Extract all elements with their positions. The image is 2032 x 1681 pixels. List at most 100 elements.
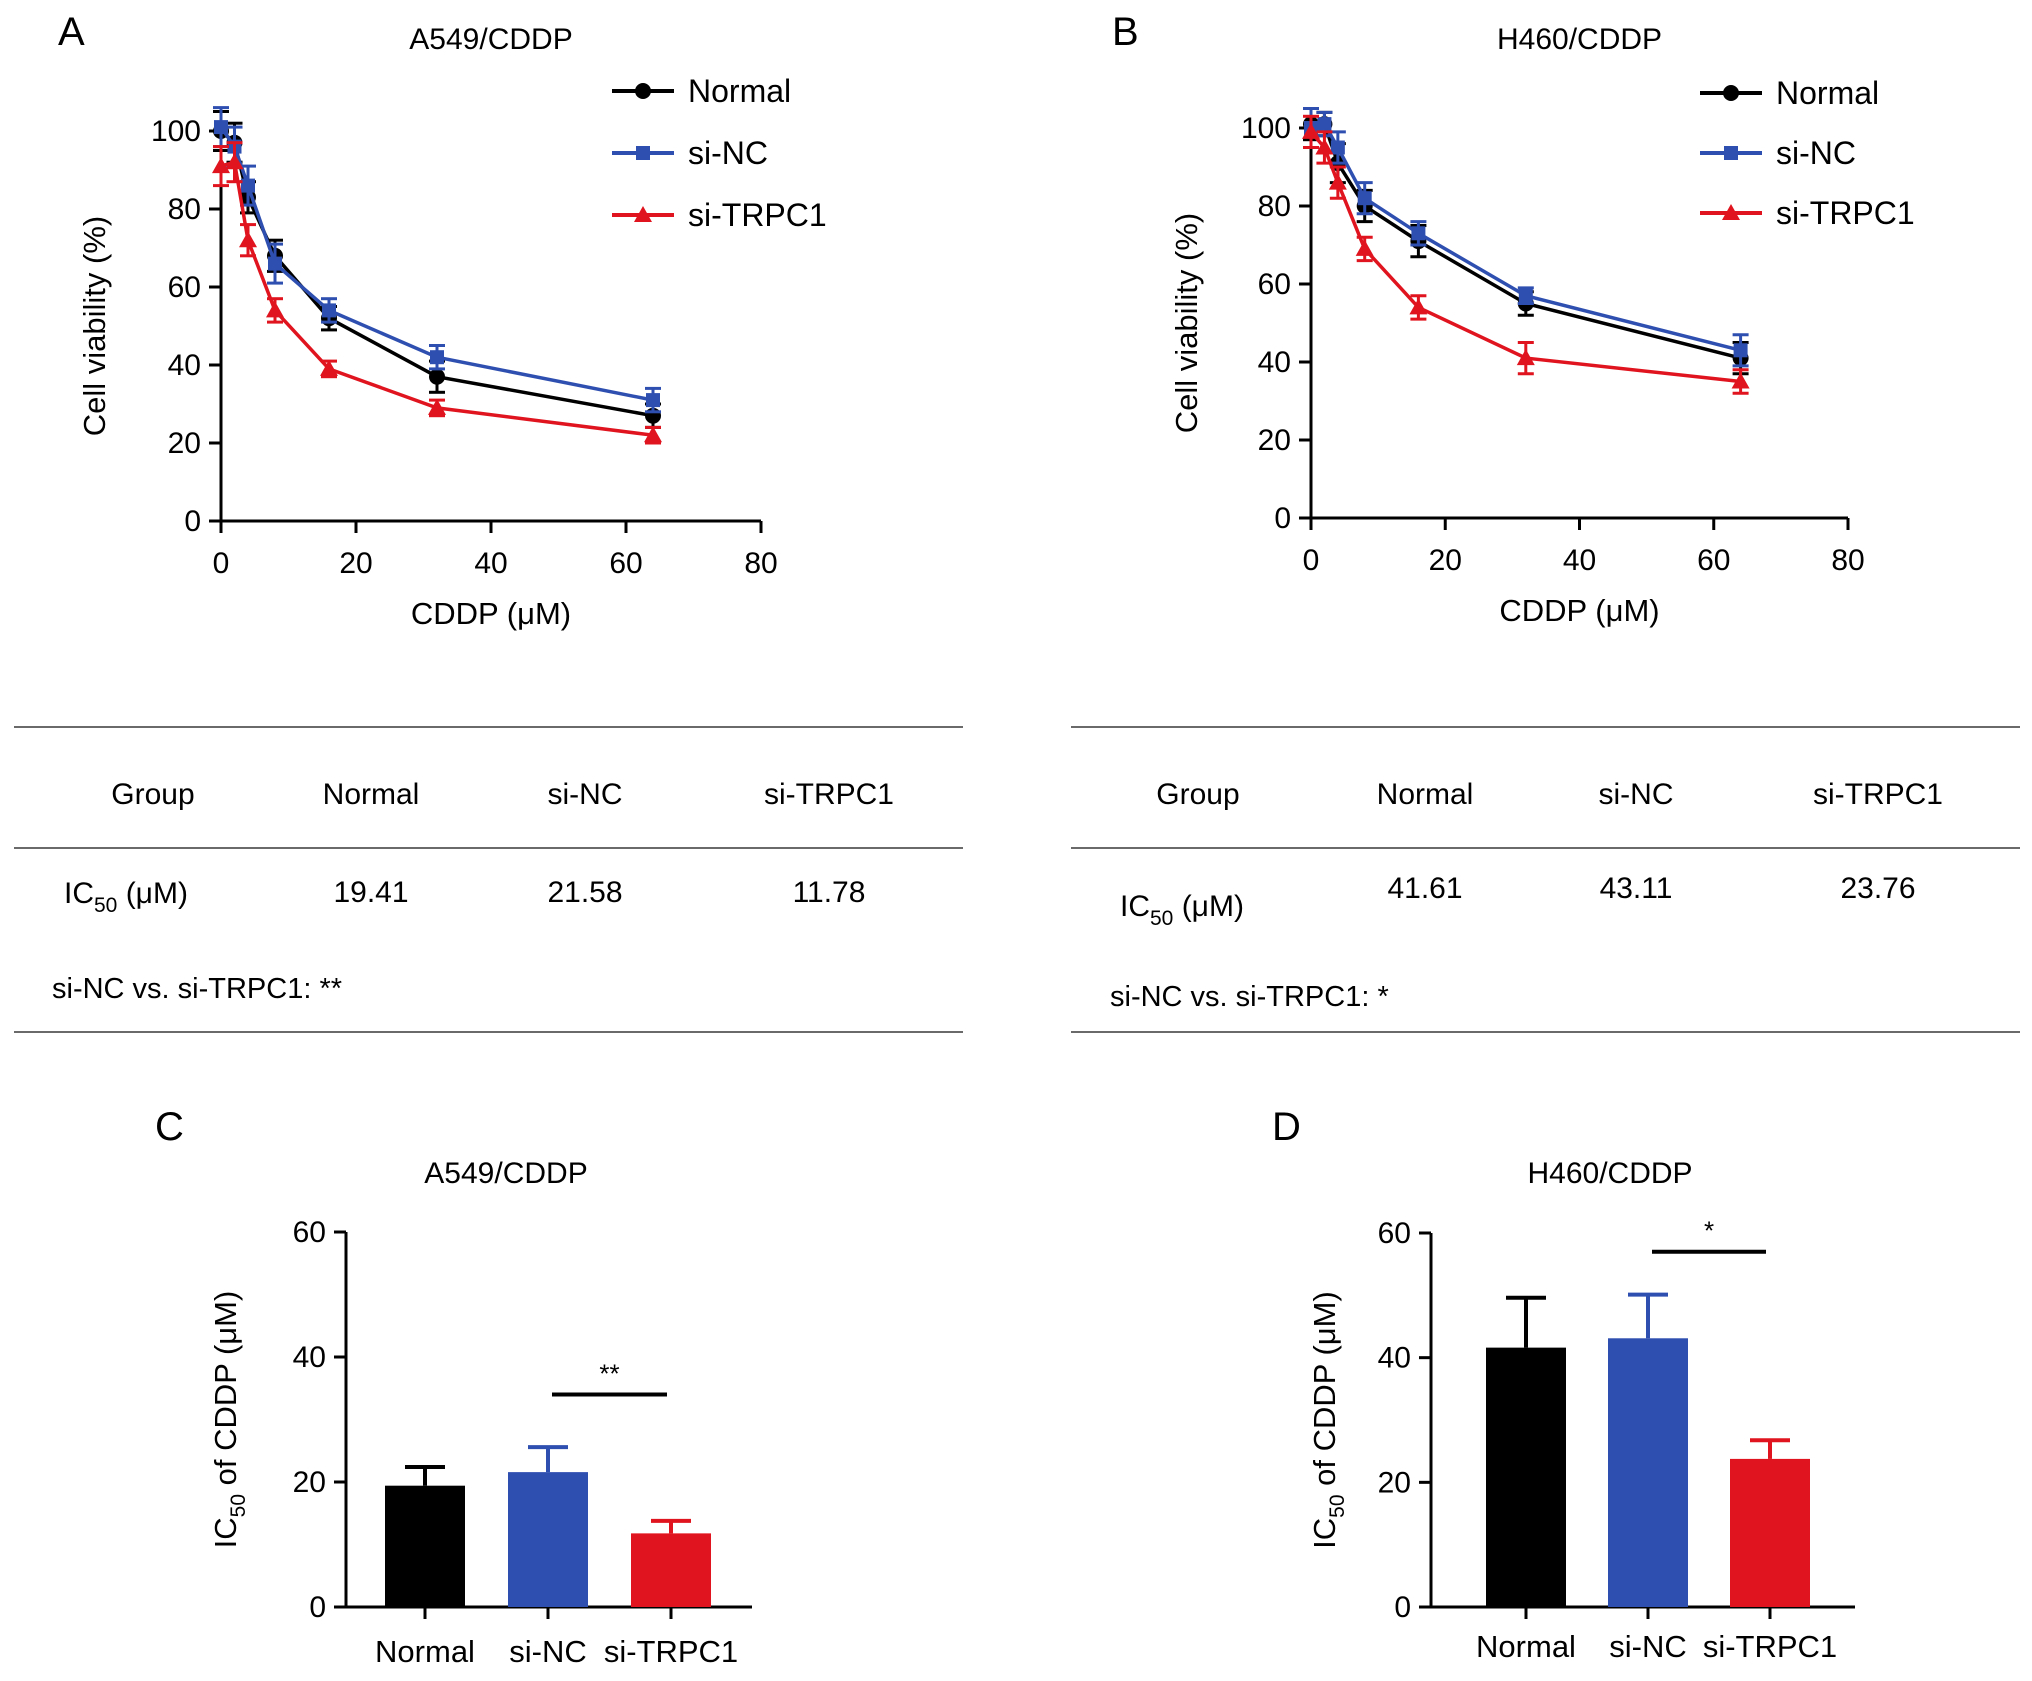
legend-label: Normal — [688, 73, 791, 109]
bar-Normal — [1486, 1347, 1566, 1607]
ic50-value-si-nc: 43.11 — [1600, 872, 1673, 905]
legend-marker — [634, 206, 652, 222]
x-tick-label: 60 — [609, 547, 642, 580]
y-tick-label: 80 — [1258, 190, 1291, 223]
significance-note: si-NC vs. si-TRPC1: ** — [52, 973, 342, 1005]
data-point-si-NC — [214, 120, 228, 135]
data-point-si-NC — [241, 178, 255, 193]
x-tick-label: 80 — [744, 547, 777, 580]
chart-title: A549/CDDP — [409, 23, 572, 56]
table-header-cell: Group — [111, 778, 194, 811]
x-tick-label: 40 — [1563, 544, 1596, 577]
ic50-row-label: IC50 (μM) — [1120, 890, 1244, 930]
chart-title: H460/CDDP — [1497, 23, 1662, 56]
data-point-Normal — [429, 368, 445, 385]
data-point-si-TRPC1 — [212, 157, 230, 174]
ic50-value-normal: 41.61 — [1387, 872, 1462, 905]
legend-label: si-TRPC1 — [1776, 195, 1915, 231]
table-header-cell: Normal — [1377, 778, 1474, 811]
data-point-si-TRPC1 — [266, 301, 284, 318]
panel-letter-b: B — [1112, 10, 1139, 54]
data-point-si-NC — [646, 393, 660, 408]
y-tick-label: 20 — [1378, 1466, 1411, 1499]
data-point-si-NC — [1330, 140, 1345, 155]
significance-label: ** — [599, 1359, 619, 1389]
legend-marker — [636, 146, 650, 160]
data-point-si-NC — [1733, 343, 1748, 358]
data-point-si-TRPC1 — [428, 398, 446, 415]
y-axis-label-main: IC — [1307, 1518, 1342, 1549]
data-point-si-TRPC1 — [644, 426, 662, 443]
x-axis-label: CDDP (μM) — [411, 596, 571, 631]
line-chart-h460: 0 20 40 60 80 100 0 20 40 60 80 H460/CDDP CDDP (μM) C… — [1169, 23, 1915, 628]
y-tick-label: 40 — [168, 349, 201, 382]
y-tick-label: 20 — [293, 1466, 326, 1499]
x-tick-label: 0 — [1303, 544, 1320, 577]
ic50-value-si-trpc1: 23.76 — [1840, 872, 1915, 905]
data-point-si-TRPC1 — [1328, 173, 1347, 190]
significance-label: * — [1704, 1216, 1714, 1246]
series-line-Normal — [1311, 122, 1742, 360]
legend-marker — [1722, 204, 1740, 220]
data-point-si-NC — [1518, 288, 1533, 303]
legend-marker — [635, 83, 651, 99]
ic50-value-si-nc: 21.58 — [547, 876, 622, 909]
data-point-si-TRPC1 — [1516, 349, 1535, 366]
y-axis-label-sub: 50 — [227, 1494, 250, 1517]
y-tick-label: 40 — [1258, 346, 1291, 379]
data-point-si-TRPC1 — [320, 359, 338, 376]
data-point-si-NC — [1357, 191, 1372, 206]
bar-Normal — [385, 1485, 465, 1607]
line-chart-a549: 0 20 40 60 80 100 0 20 40 60 80 A549/CDDP CDDP (μM) C… — [77, 23, 827, 631]
y-axis-label: Cell viability (%) — [1169, 213, 1204, 433]
y-tick-label: 40 — [293, 1341, 326, 1374]
y-tick-label: 0 — [1394, 1591, 1411, 1624]
y-axis-label-main: IC — [208, 1517, 243, 1548]
bar-si-TRPC1 — [1730, 1458, 1810, 1607]
data-point-si-NC — [430, 350, 444, 365]
ic50-value-normal: 19.41 — [333, 876, 408, 909]
x-tick-label: 20 — [1429, 544, 1462, 577]
data-point-si-TRPC1 — [225, 153, 244, 170]
y-axis-label-rest: of CDDP (μM) — [1307, 1291, 1342, 1494]
data-point-si-NC — [268, 256, 282, 271]
y-axis-label-rest: of CDDP (μM) — [208, 1291, 243, 1494]
y-tick-label: 0 — [1274, 502, 1291, 535]
y-tick-label: 20 — [168, 427, 201, 460]
data-point-si-NC — [1411, 226, 1426, 241]
x-tick-label: 20 — [339, 547, 372, 580]
data-point-si-TRPC1 — [1409, 298, 1428, 315]
x-tick-label: si-TRPC1 — [1703, 1629, 1837, 1664]
x-tick-label: 40 — [474, 547, 507, 580]
ic50-table-h460: Group Normal si-NC si-TRPC1 IC50 (μM) 41… — [1071, 726, 2020, 1033]
legend-marker — [1724, 146, 1738, 160]
bar-si-NC — [508, 1472, 588, 1607]
x-tick-label: 0 — [213, 547, 230, 580]
x-tick-label: 60 — [1697, 544, 1730, 577]
data-point-si-NC — [1317, 117, 1332, 132]
table-header-cell: si-TRPC1 — [1813, 778, 1943, 811]
y-tick-label: 60 — [293, 1216, 326, 1249]
ic50-table-a549: Group Normal si-NC si-TRPC1 IC50 (μM) 19… — [14, 726, 963, 1033]
y-tick-label: 80 — [168, 193, 201, 226]
y-tick-label: 100 — [151, 115, 201, 148]
table-header-cell: Normal — [323, 778, 420, 811]
data-point-si-NC — [322, 303, 336, 318]
x-tick-label: 80 — [1831, 544, 1864, 577]
legend-marker — [1723, 85, 1739, 101]
legend-label: si-NC — [1776, 135, 1856, 171]
x-tick-label: si-NC — [1609, 1629, 1687, 1664]
bar-si-TRPC1 — [631, 1533, 711, 1607]
y-axis-label: IC50 of CDDP (μM) — [1307, 1291, 1349, 1549]
y-tick-label: 40 — [1378, 1342, 1411, 1375]
x-axis-label: CDDP (μM) — [1499, 593, 1659, 628]
table-header-cell: si-NC — [1599, 778, 1674, 811]
y-axis-label: IC50 of CDDP (μM) — [208, 1291, 250, 1549]
ic50-row-label: IC50 (μM) — [64, 877, 188, 917]
data-point-si-TRPC1 — [1731, 372, 1750, 389]
panel-letter-a: A — [58, 10, 85, 54]
data-point-si-TRPC1 — [239, 231, 257, 248]
chart-title: H460/CDDP — [1527, 1157, 1692, 1190]
